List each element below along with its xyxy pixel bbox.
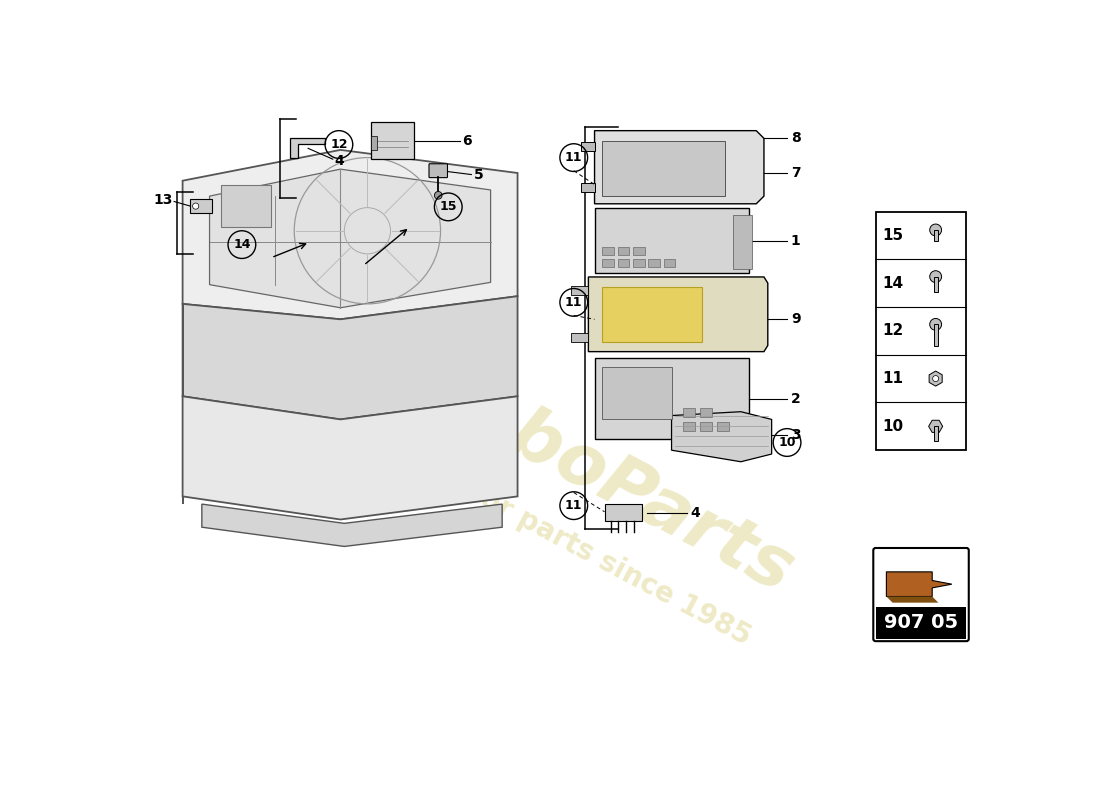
Polygon shape	[887, 572, 952, 597]
Text: 11: 11	[565, 296, 583, 309]
FancyBboxPatch shape	[649, 133, 670, 142]
FancyBboxPatch shape	[618, 247, 629, 254]
Text: 14: 14	[233, 238, 251, 251]
FancyBboxPatch shape	[581, 142, 594, 151]
FancyBboxPatch shape	[603, 247, 614, 254]
Text: 5: 5	[474, 168, 483, 182]
Circle shape	[192, 203, 199, 209]
FancyBboxPatch shape	[700, 408, 713, 417]
Polygon shape	[290, 138, 326, 158]
Circle shape	[434, 191, 442, 199]
Text: 4: 4	[334, 154, 344, 168]
Text: 3: 3	[791, 428, 801, 442]
FancyBboxPatch shape	[594, 358, 749, 438]
FancyBboxPatch shape	[372, 122, 414, 159]
Polygon shape	[671, 412, 772, 462]
FancyBboxPatch shape	[664, 259, 675, 267]
FancyBboxPatch shape	[934, 324, 938, 346]
Text: 11: 11	[565, 499, 583, 512]
Polygon shape	[594, 130, 763, 204]
Polygon shape	[183, 150, 517, 319]
Text: 15: 15	[882, 228, 903, 243]
FancyBboxPatch shape	[934, 277, 938, 292]
Polygon shape	[183, 396, 517, 519]
FancyBboxPatch shape	[634, 259, 645, 267]
FancyBboxPatch shape	[372, 136, 377, 150]
FancyBboxPatch shape	[603, 259, 614, 267]
FancyBboxPatch shape	[876, 211, 967, 450]
Polygon shape	[588, 277, 768, 352]
Polygon shape	[209, 169, 491, 308]
FancyBboxPatch shape	[429, 164, 448, 178]
FancyBboxPatch shape	[683, 422, 695, 431]
FancyBboxPatch shape	[594, 208, 749, 273]
FancyBboxPatch shape	[717, 422, 729, 431]
Text: 7: 7	[791, 166, 801, 180]
Polygon shape	[183, 296, 517, 419]
FancyBboxPatch shape	[876, 606, 967, 639]
Text: 15: 15	[440, 200, 456, 214]
FancyBboxPatch shape	[934, 230, 938, 241]
FancyBboxPatch shape	[581, 183, 594, 192]
FancyBboxPatch shape	[649, 259, 660, 267]
Text: a passion for parts since 1985: a passion for parts since 1985	[326, 404, 756, 650]
Text: 13: 13	[153, 193, 173, 207]
FancyBboxPatch shape	[873, 548, 969, 641]
Text: 1: 1	[791, 234, 801, 248]
FancyBboxPatch shape	[572, 333, 588, 342]
Polygon shape	[930, 371, 943, 386]
FancyBboxPatch shape	[603, 141, 726, 196]
FancyBboxPatch shape	[683, 408, 695, 417]
FancyBboxPatch shape	[603, 367, 671, 419]
FancyBboxPatch shape	[572, 286, 588, 295]
Circle shape	[933, 375, 938, 382]
FancyBboxPatch shape	[618, 259, 629, 267]
Circle shape	[930, 224, 942, 236]
Text: 8: 8	[791, 130, 801, 145]
FancyBboxPatch shape	[221, 185, 271, 227]
Text: elamboParts: elamboParts	[322, 308, 805, 608]
FancyBboxPatch shape	[733, 215, 752, 270]
FancyBboxPatch shape	[700, 422, 713, 431]
FancyBboxPatch shape	[934, 426, 938, 442]
Text: 6: 6	[462, 134, 472, 148]
Polygon shape	[202, 504, 502, 546]
FancyBboxPatch shape	[605, 504, 641, 521]
Text: 4: 4	[691, 506, 701, 519]
Text: 11: 11	[882, 371, 903, 386]
Text: 10: 10	[882, 419, 903, 434]
FancyBboxPatch shape	[603, 287, 703, 342]
Circle shape	[930, 270, 942, 282]
Text: 2: 2	[791, 392, 801, 406]
Text: 12: 12	[882, 323, 903, 338]
Text: 9: 9	[791, 312, 801, 326]
FancyBboxPatch shape	[634, 247, 645, 254]
Text: 11: 11	[565, 151, 583, 164]
Polygon shape	[928, 420, 943, 432]
Text: 10: 10	[779, 436, 795, 449]
Text: 907 05: 907 05	[884, 613, 958, 632]
Text: 14: 14	[882, 276, 903, 290]
Circle shape	[930, 318, 942, 330]
FancyBboxPatch shape	[190, 199, 212, 213]
Polygon shape	[887, 597, 938, 602]
Text: 12: 12	[330, 138, 348, 151]
